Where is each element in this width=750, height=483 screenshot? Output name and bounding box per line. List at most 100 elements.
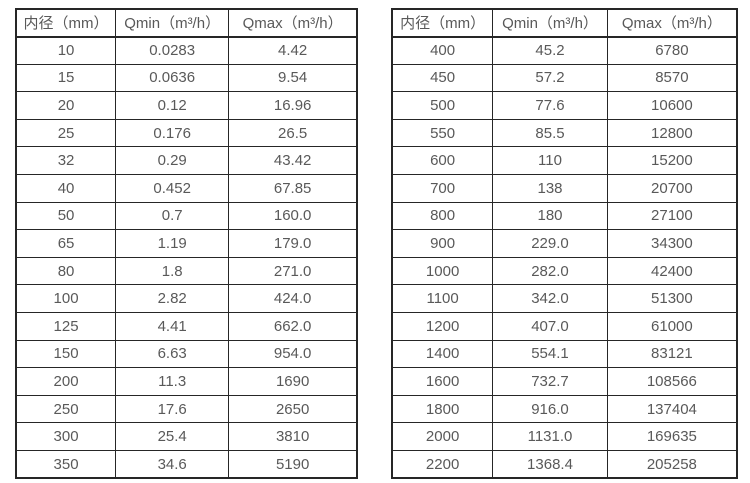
cell: 138 [492, 174, 608, 203]
cell: 1100 [391, 284, 494, 314]
table-row: 2200 1368.4 205258 [391, 450, 738, 479]
cell: 6.63 [115, 339, 230, 369]
header-cell: Qmin（m³/h） [492, 8, 608, 38]
table-row: 20 0.12 16.96 [15, 91, 358, 120]
header-cell: Qmax（m³/h） [228, 8, 358, 38]
table-row: 100 2.82 424.0 [15, 284, 358, 314]
table-row: 1200 407.0 61000 [391, 312, 738, 341]
cell: 27100 [606, 201, 738, 231]
cell: 169635 [606, 422, 738, 451]
header-cell: Qmax（m³/h） [606, 8, 738, 38]
cell: 80 [15, 256, 117, 286]
cell: 400 [391, 36, 494, 65]
cell: 83121 [606, 339, 738, 369]
cell: 3810 [228, 422, 358, 451]
cell: 282.0 [492, 256, 608, 286]
cell: 85.5 [492, 118, 608, 148]
cell: 25.4 [115, 422, 230, 451]
cell: 16.96 [228, 91, 358, 120]
cell: 424.0 [228, 284, 358, 314]
flow-spec-table-large-diameters: 内径（mm） Qmin（m³/h） Qmax（m³/h） 400 45.2 6780 45… [391, 8, 738, 480]
cell: 11.3 [115, 367, 230, 396]
table-row: 400 45.2 6780 [391, 36, 738, 65]
cell: 600 [391, 146, 494, 176]
cell: 205258 [606, 450, 738, 479]
cell: 4.41 [115, 312, 230, 341]
table-row: 550 85.5 12800 [391, 118, 738, 148]
header-cell: Qmin（m³/h） [115, 8, 230, 38]
cell: 0.176 [115, 118, 230, 148]
cell: 350 [15, 450, 117, 479]
cell: 8570 [606, 63, 738, 93]
table-row: 1600 732.7 108566 [391, 367, 738, 396]
table-row: 450 57.2 8570 [391, 63, 738, 93]
cell: 2200 [391, 450, 494, 479]
cell: 1400 [391, 339, 494, 369]
cell: 0.0283 [115, 36, 230, 65]
table-row: 350 34.6 5190 [15, 450, 358, 479]
cell: 20700 [606, 174, 738, 203]
cell: 45.2 [492, 36, 608, 65]
cell: 20 [15, 91, 117, 120]
cell: 67.85 [228, 174, 358, 203]
cell: 6780 [606, 36, 738, 65]
cell: 550 [391, 118, 494, 148]
cell: 42400 [606, 256, 738, 286]
cell: 34.6 [115, 450, 230, 479]
table-row: 1100 342.0 51300 [391, 284, 738, 314]
cell: 50 [15, 201, 117, 231]
cell: 77.6 [492, 91, 608, 120]
table-row: 600 110 15200 [391, 146, 738, 176]
header-cell: 内径（mm） [15, 8, 117, 38]
cell: 0.7 [115, 201, 230, 231]
cell: 342.0 [492, 284, 608, 314]
cell: 1600 [391, 367, 494, 396]
table-row: 1000 282.0 42400 [391, 256, 738, 286]
cell: 12800 [606, 118, 738, 148]
table-row: 10 0.0283 4.42 [15, 36, 358, 65]
table-row: 80 1.8 271.0 [15, 256, 358, 286]
cell: 2000 [391, 422, 494, 451]
table-row: 500 77.6 10600 [391, 91, 738, 120]
cell: 271.0 [228, 256, 358, 286]
table-row: 150 6.63 954.0 [15, 339, 358, 369]
table-row: 1400 554.1 83121 [391, 339, 738, 369]
cell: 1.19 [115, 229, 230, 258]
cell: 150 [15, 339, 117, 369]
cell: 43.42 [228, 146, 358, 176]
cell: 10 [15, 36, 117, 65]
cell: 300 [15, 422, 117, 451]
cell: 2650 [228, 394, 358, 424]
cell: 0.29 [115, 146, 230, 176]
cell: 57.2 [492, 63, 608, 93]
table-row: 200 11.3 1690 [15, 367, 358, 396]
cell: 662.0 [228, 312, 358, 341]
cell: 1131.0 [492, 422, 608, 451]
table-row: 300 25.4 3810 [15, 422, 358, 451]
cell: 110 [492, 146, 608, 176]
table-row: 700 138 20700 [391, 174, 738, 203]
cell: 100 [15, 284, 117, 314]
cell: 5190 [228, 450, 358, 479]
table-row: 15 0.0636 9.54 [15, 63, 358, 93]
cell: 700 [391, 174, 494, 203]
cell: 1200 [391, 312, 494, 341]
cell: 0.12 [115, 91, 230, 120]
table-row: 65 1.19 179.0 [15, 229, 358, 258]
cell: 65 [15, 229, 117, 258]
cell: 9.54 [228, 63, 358, 93]
cell: 200 [15, 367, 117, 396]
header-row: 内径（mm） Qmin（m³/h） Qmax（m³/h） [391, 8, 738, 38]
cell: 954.0 [228, 339, 358, 369]
table-row: 125 4.41 662.0 [15, 312, 358, 341]
cell: 25 [15, 118, 117, 148]
cell: 108566 [606, 367, 738, 396]
cell: 2.82 [115, 284, 230, 314]
cell: 900 [391, 229, 494, 258]
cell: 179.0 [228, 229, 358, 258]
cell: 17.6 [115, 394, 230, 424]
cell: 0.452 [115, 174, 230, 203]
cell: 0.0636 [115, 63, 230, 93]
cell: 10600 [606, 91, 738, 120]
